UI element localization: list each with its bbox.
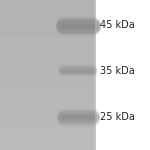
Text: 25 kDa: 25 kDa xyxy=(100,112,135,122)
Text: 35 kDa: 35 kDa xyxy=(100,66,135,75)
Bar xyxy=(94,0,150,150)
Text: 45 kDa: 45 kDa xyxy=(100,21,135,30)
